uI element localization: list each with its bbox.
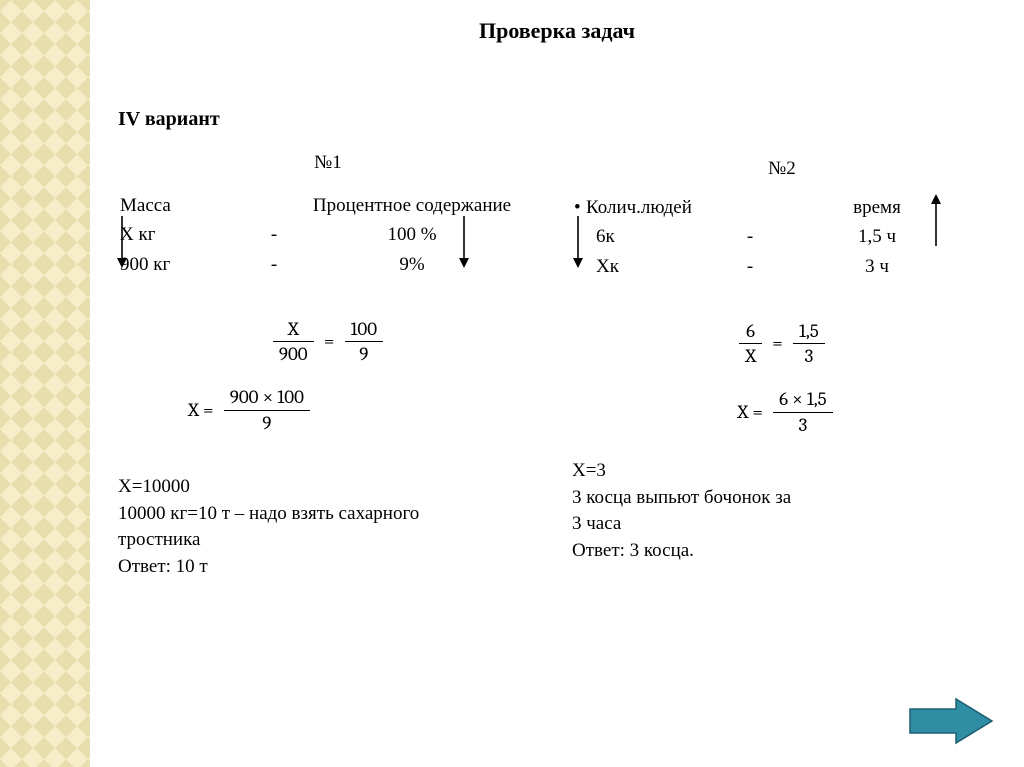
down-arrow-icon (570, 214, 586, 270)
problem-2-number: №2 (572, 156, 992, 182)
problem-2: №2 •Колич.людей время 6к - 1,5 ч Хк - 3 … (572, 150, 992, 565)
p1-row2-percent: 9% (288, 251, 536, 279)
problem-1: №1 Масса Процентное содержание Х кг - 10… (118, 150, 538, 581)
p1-row1-percent: 100 % (288, 221, 536, 249)
p2-row1-dash: - (738, 223, 762, 251)
p2-eq1-right-num: 1,5 (793, 321, 825, 345)
p2-equation-1: 6 X = 1,5 3 (572, 321, 992, 368)
p1-eq2-den: 9 (224, 411, 310, 434)
up-arrow-icon (928, 192, 944, 248)
p2-answer-line: Х=3 (572, 458, 992, 484)
p2-header-time: время (764, 194, 990, 222)
p1-eq1-left-num: X (273, 319, 314, 343)
p2-row1-people: 6к (574, 223, 736, 251)
down-arrow-icon (456, 214, 472, 270)
p2-answer-line: Ответ: 3 косца. (572, 538, 992, 564)
down-arrow-icon (114, 214, 130, 270)
p1-answer-line: Х=10000 (118, 474, 538, 500)
p1-answer: Х=10000 10000 кг=10 т – надо взять сахар… (118, 474, 538, 580)
p1-eq1-right-den: 9 (345, 342, 384, 365)
p1-equation-2: X = 900 × 100 9 (118, 387, 538, 434)
p1-row2-dash: - (262, 251, 286, 279)
decorative-sidebar (0, 0, 90, 767)
p1-eq2-lhs: X = (188, 398, 214, 424)
p2-answer-line: 3 часа (572, 511, 992, 537)
p1-eq1-right-num: 100 (345, 319, 384, 343)
p2-row2-people: Хк (574, 253, 736, 281)
problem-1-table: Масса Процентное содержание Х кг - 100 %… (118, 190, 538, 281)
variant-label: IV вариант (118, 108, 220, 131)
slide-title: Проверка задач (90, 18, 1024, 44)
p1-answer-line: 10000 кг=10 т – надо взять сахарного (118, 501, 538, 527)
problem-1-number: №1 (118, 150, 538, 176)
slide-content: Проверка задач IV вариант №1 Масса Проце… (90, 0, 1024, 767)
p2-row1-time: 1,5 ч (764, 223, 990, 251)
p1-header-mass: Масса (120, 192, 260, 220)
p2-eq1-right-den: 3 (793, 344, 825, 367)
p1-row2-mass: 900 кг (120, 251, 260, 279)
p2-eq2-den: 3 (773, 413, 833, 436)
p1-eq2-num: 900 × 100 (224, 387, 310, 411)
p2-row2-time: 3 ч (764, 253, 990, 281)
p2-row2-dash: - (738, 253, 762, 281)
p2-eq1-left-num: 6 (739, 321, 762, 345)
p1-answer-line: тростника (118, 527, 538, 553)
p2-answer-line: 3 косца выпьют бочонок за (572, 485, 992, 511)
p1-equation-1: X 900 = 100 9 (118, 319, 538, 366)
p1-row1-dash: - (262, 221, 286, 249)
p1-row1-mass: Х кг (120, 221, 260, 249)
p2-header-people: •Колич.людей (574, 194, 736, 222)
p2-equation-2: X = 6 × 1,5 3 (572, 389, 992, 436)
p1-header-percent: Процентное содержание (288, 192, 536, 220)
p2-eq1-left-den: X (739, 344, 762, 367)
p2-eq2-num: 6 × 1,5 (773, 389, 833, 413)
p2-eq2-lhs: X = (737, 400, 763, 426)
next-arrow-icon[interactable] (906, 697, 996, 745)
p1-eq1-left-den: 900 (273, 342, 314, 365)
p1-answer-line: Ответ: 10 т (118, 554, 538, 580)
p2-answer: Х=3 3 косца выпьют бочонок за 3 часа Отв… (572, 458, 992, 564)
